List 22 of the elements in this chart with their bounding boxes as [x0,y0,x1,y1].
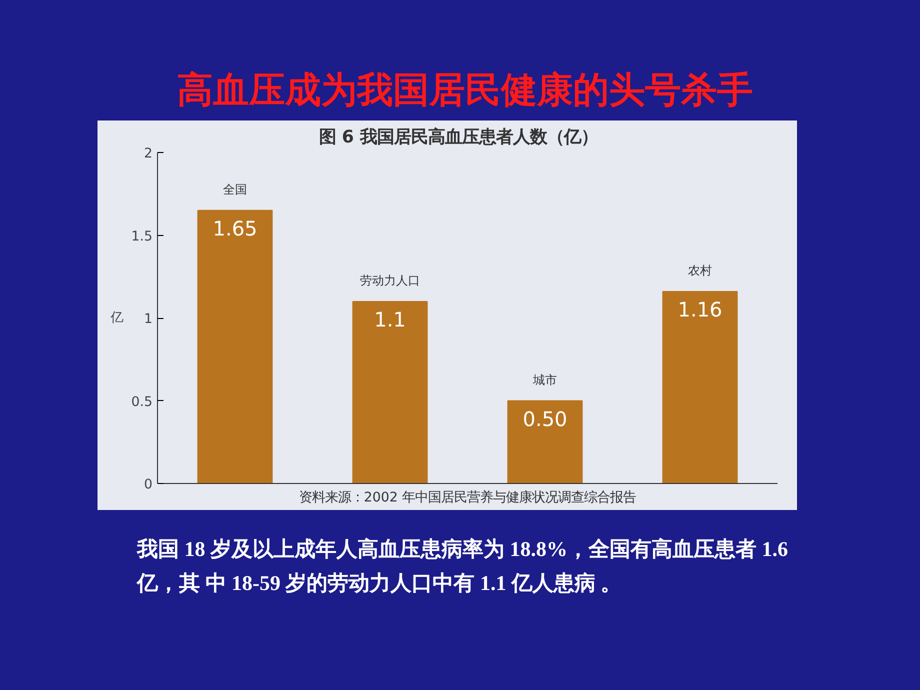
x-tick-label: 劳动力人口 [360,273,420,288]
data-label: 1.16 [678,298,722,322]
y-tick-label: 1.5 [131,229,153,244]
data-label: 1.1 [374,307,406,332]
y-axis-title: 亿 [109,310,124,326]
text: 资料来源：2002 年中国居民营养与健康状况调查综合报告 [298,490,636,506]
y-tick-label: 0 [144,478,153,492]
x-tick-label: 农村 [688,264,712,278]
y-tick-label: 2 [144,146,153,162]
x-tick-label: 城市 [532,372,557,387]
y-tick-label: 1 [144,312,153,327]
y-tick-label: 0.5 [131,394,153,410]
data-label: 1.65 [212,216,258,240]
text: 我国 18 岁及以上成年人高血压患病率为 18.8%，全国有高血压患者 1.6 亿，其 中 18-59 岁的劳动力人口中有 1.1 亿人患病 。 [137,536,789,597]
chart-title: 高血压成为我国居民健康的头号杀手 [177,69,753,112]
bar [197,210,273,484]
data-label: 0.50 [522,406,568,431]
x-tick-label: 全国 [223,182,247,196]
bar [507,400,583,484]
chart-subtitle: 图 6 我国居民高血压患者人数（亿） [318,128,598,148]
bar [352,300,428,484]
bar [662,291,738,484]
